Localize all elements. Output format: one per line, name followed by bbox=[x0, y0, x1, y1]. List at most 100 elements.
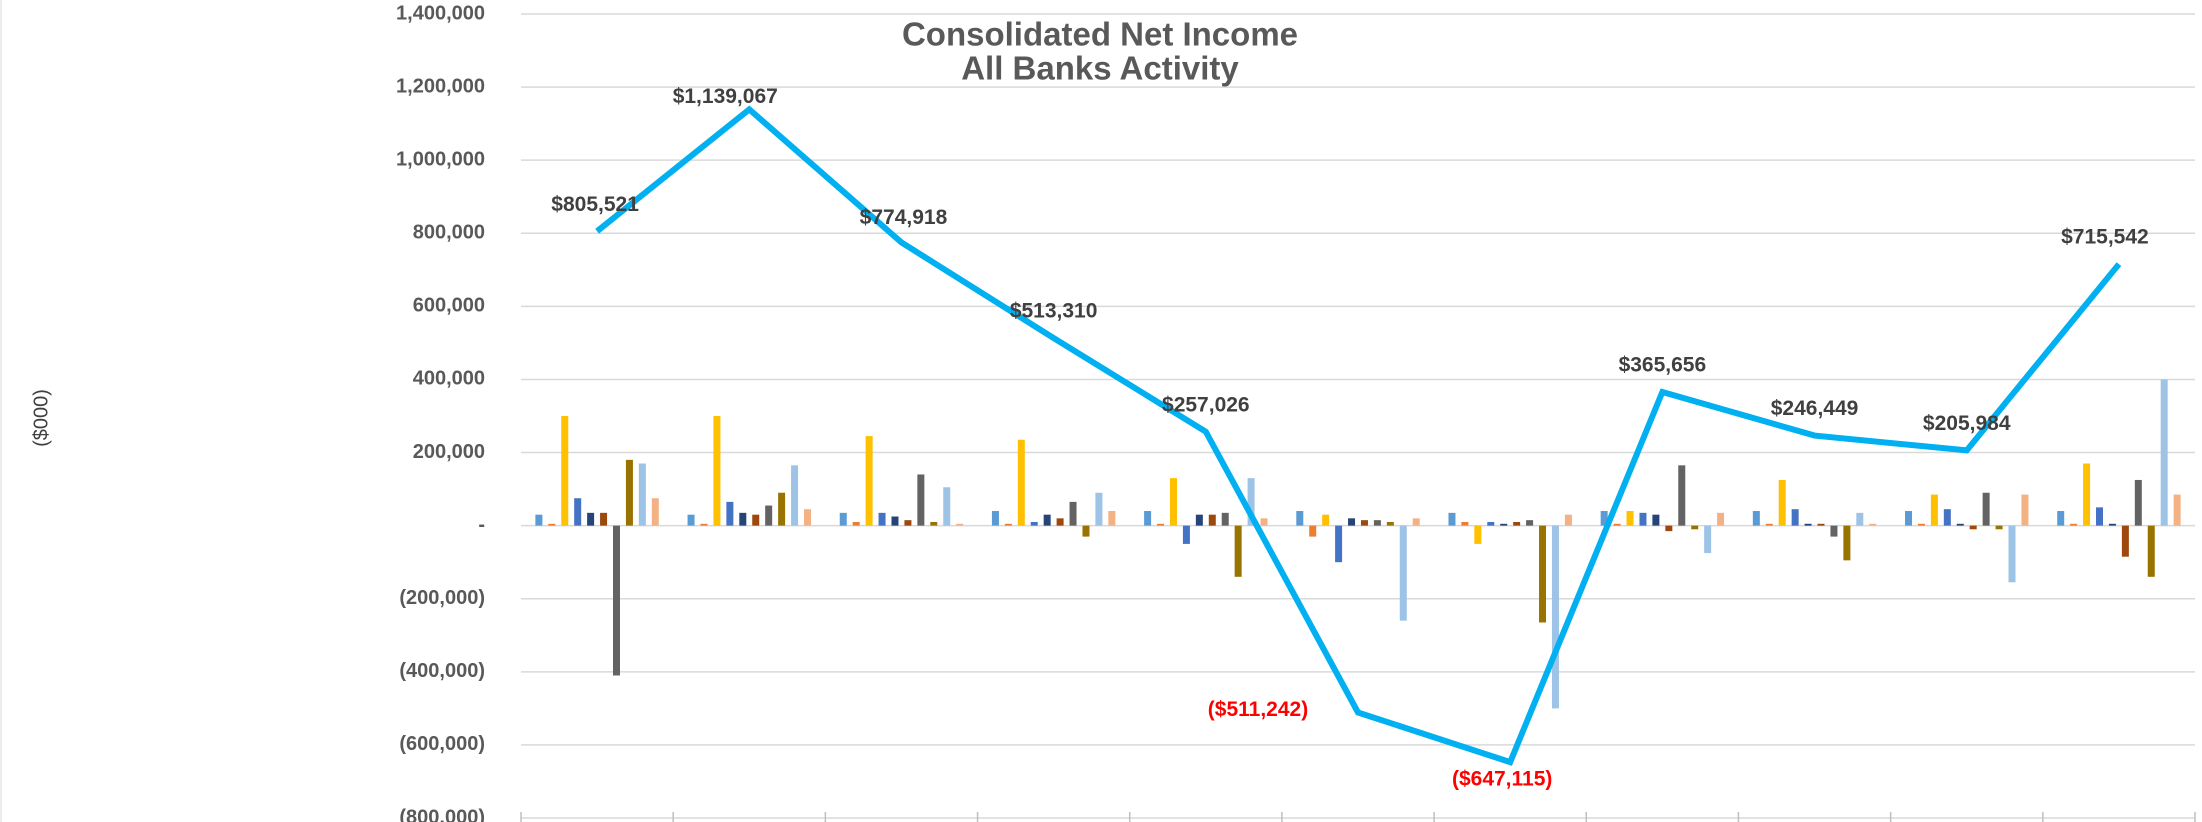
bar bbox=[1335, 525, 1343, 563]
bar bbox=[765, 505, 773, 526]
bar bbox=[1144, 511, 1152, 526]
bar bbox=[1030, 521, 1038, 526]
bar bbox=[1613, 523, 1621, 526]
bar bbox=[1069, 501, 1077, 526]
bar bbox=[1917, 523, 1925, 526]
bar bbox=[1778, 479, 1786, 526]
bar bbox=[2160, 379, 2168, 526]
bar bbox=[1487, 521, 1495, 526]
bar bbox=[1095, 492, 1103, 526]
bar bbox=[1373, 520, 1381, 526]
bar bbox=[1869, 523, 1877, 526]
chart-title: Consolidated Net Income bbox=[902, 16, 1298, 53]
bar bbox=[1157, 523, 1165, 526]
y-axis-title: ($000) bbox=[30, 389, 52, 447]
bar bbox=[1412, 518, 1420, 526]
data-label: $774,918 bbox=[860, 206, 948, 229]
bar bbox=[803, 509, 811, 526]
bar bbox=[600, 512, 608, 526]
bar bbox=[778, 492, 786, 526]
y-tick-label: (200,000) bbox=[399, 587, 485, 609]
bar bbox=[1665, 525, 1673, 532]
bar bbox=[1260, 518, 1268, 526]
bar bbox=[1956, 523, 1964, 526]
bar bbox=[1626, 511, 1634, 526]
bar bbox=[2057, 511, 2065, 526]
y-tick-label: (600,000) bbox=[399, 733, 485, 755]
bar bbox=[1348, 518, 1356, 526]
bar bbox=[1930, 494, 1938, 526]
bar bbox=[1717, 512, 1725, 526]
data-label: ($511,242) bbox=[1208, 698, 1308, 721]
bar bbox=[1600, 511, 1608, 526]
bar bbox=[1817, 523, 1825, 526]
bar bbox=[574, 498, 582, 526]
bar bbox=[2108, 523, 2116, 526]
bar bbox=[1905, 511, 1913, 526]
bar bbox=[1182, 525, 1190, 544]
bar bbox=[625, 459, 633, 526]
bar bbox=[612, 525, 620, 676]
bar bbox=[1551, 525, 1559, 709]
y-tick-label: (800,000) bbox=[399, 806, 485, 822]
bar bbox=[651, 498, 659, 526]
data-label: $205,984 bbox=[1923, 412, 2011, 435]
bar bbox=[878, 512, 886, 526]
y-tick-label: 1,400,000 bbox=[396, 2, 485, 24]
bar bbox=[561, 416, 569, 526]
bar bbox=[1513, 521, 1521, 526]
data-label: $365,656 bbox=[1619, 354, 1707, 377]
data-label: ($647,115) bbox=[1452, 768, 1552, 791]
bar bbox=[1995, 525, 2003, 530]
bar bbox=[2096, 507, 2104, 526]
y-tick-label: 200,000 bbox=[413, 441, 485, 463]
bar bbox=[1678, 465, 1686, 526]
bar bbox=[1195, 514, 1203, 526]
bar bbox=[713, 416, 721, 526]
bar bbox=[865, 436, 873, 526]
bar bbox=[1448, 512, 1456, 526]
bar bbox=[1004, 523, 1012, 526]
bar bbox=[1539, 525, 1547, 623]
bar bbox=[1399, 525, 1407, 621]
bar bbox=[1752, 511, 1760, 526]
bar bbox=[1108, 511, 1116, 526]
bar bbox=[2147, 525, 2155, 577]
bar bbox=[1474, 525, 1482, 544]
bar bbox=[930, 521, 938, 526]
plot-area: (800,000) (600,000) (400,000) (200,000) - 200… bbox=[396, 2, 2196, 822]
bar bbox=[726, 501, 734, 526]
bar bbox=[1056, 518, 1064, 526]
bar bbox=[1804, 523, 1812, 526]
bar bbox=[1830, 525, 1838, 537]
bar bbox=[1969, 525, 1977, 530]
y-tick-label: 600,000 bbox=[413, 295, 485, 317]
bar bbox=[943, 487, 951, 526]
bar bbox=[917, 474, 925, 526]
bar bbox=[1943, 509, 1951, 526]
y-tick-label: (400,000) bbox=[399, 660, 485, 682]
data-label: $257,026 bbox=[1162, 393, 1250, 416]
bar bbox=[1234, 525, 1242, 577]
bar bbox=[791, 465, 799, 526]
bar bbox=[535, 514, 543, 526]
bar bbox=[1765, 523, 1773, 526]
data-label: $513,310 bbox=[1010, 300, 1098, 323]
chart-subtitle: All Banks Activity bbox=[961, 50, 1239, 87]
y-tick-label: 1,000,000 bbox=[396, 148, 485, 170]
bar bbox=[687, 514, 695, 526]
bar bbox=[2121, 525, 2129, 557]
bar bbox=[739, 512, 747, 526]
bar bbox=[1208, 514, 1216, 526]
line bbox=[595, 105, 2122, 766]
bar bbox=[2083, 463, 2091, 526]
bar bbox=[852, 521, 860, 526]
bar bbox=[2134, 479, 2142, 526]
bar bbox=[891, 516, 899, 526]
bar bbox=[1691, 525, 1699, 530]
bar bbox=[1639, 512, 1647, 526]
bar bbox=[638, 463, 646, 526]
bar bbox=[1247, 478, 1255, 526]
bar bbox=[587, 512, 595, 526]
